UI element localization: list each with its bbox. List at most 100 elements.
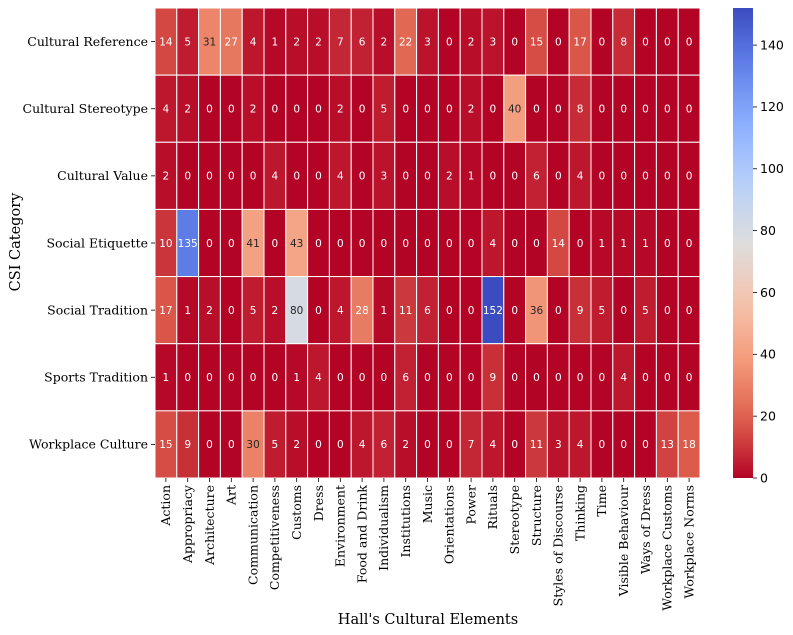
cell-value-label: 41	[246, 238, 259, 250]
cell-value-label: 3	[381, 171, 388, 183]
cell-value-label: 17	[159, 305, 172, 317]
cell-value-label: 0	[446, 36, 453, 48]
cell-value-label: 2	[206, 305, 213, 317]
cell-value-label: 0	[490, 104, 497, 116]
row-labels: Cultural Reference Cultural Stereotype Cul…	[23, 34, 155, 452]
cell-value-label: 0	[293, 171, 300, 183]
cell-value-label: 4	[272, 171, 279, 183]
cell-value-label: 4	[359, 439, 366, 451]
cell-value-label: 3	[424, 36, 431, 48]
cell-value-label: 9	[184, 439, 191, 451]
cell-value-label: 1	[642, 238, 649, 250]
column-label: Communication	[245, 485, 260, 585]
cell-value-label: 0	[184, 171, 191, 183]
cell-value-label: 0	[272, 104, 279, 116]
cell-value-label: 4	[337, 171, 344, 183]
column-label: Environment	[333, 485, 348, 567]
x-axis-title: Hall's Cultural Elements	[338, 612, 518, 628]
cell-value-label: 6	[533, 171, 540, 183]
cell-value-label: 2	[337, 104, 344, 116]
cell-value-label: 11	[399, 305, 412, 317]
cell-value-label: 0	[446, 238, 453, 250]
cell-value-label: 0	[555, 104, 562, 116]
column-label: Music	[420, 485, 435, 523]
cell-value-label: 1	[184, 305, 191, 317]
cell-value-label: 0	[511, 171, 518, 183]
cell-value-label: 8	[577, 104, 584, 116]
cell-value-label: 1	[468, 171, 475, 183]
cell-value-label: 0	[315, 171, 322, 183]
cell-value-label: 0	[293, 104, 300, 116]
cell-value-label: 0	[642, 439, 649, 451]
cell-value-label: 5	[599, 305, 606, 317]
cell-value-label: 0	[555, 171, 562, 183]
cell-value-label: 0	[359, 372, 366, 384]
cell-value-label: 0	[642, 36, 649, 48]
colorbar: 0 20 40 60 80 100 120 140	[733, 8, 784, 485]
cell-value-label: 40	[508, 104, 521, 116]
cell-value-label: 9	[490, 372, 497, 384]
cell-value-label: 0	[511, 439, 518, 451]
cell-value-label: 2	[315, 36, 322, 48]
cell-value-label: 0	[402, 104, 409, 116]
cell-value-label: 0	[511, 238, 518, 250]
cell-value-label: 14	[552, 238, 566, 250]
cell-value-label: 0	[599, 171, 606, 183]
cell-value-label: 0	[381, 238, 388, 250]
row-label: Workplace Culture	[29, 437, 148, 452]
colorbar-tick-label: 100	[760, 161, 784, 176]
cell-value-label: 0	[337, 238, 344, 250]
cell-value-label: 1	[163, 372, 170, 384]
cell-value-label: 0	[228, 104, 235, 116]
cell-value-label: 0	[337, 439, 344, 451]
cell-value-label: 0	[250, 171, 257, 183]
cell-value-label: 0	[424, 238, 431, 250]
cell-value-label: 0	[620, 439, 627, 451]
cell-value-label: 0	[228, 238, 235, 250]
column-label: Workplace Norms	[681, 485, 696, 599]
cell-value-label: 4	[163, 104, 170, 116]
cell-value-label: 0	[272, 238, 279, 250]
cell-value-label: 3	[490, 36, 497, 48]
cell-value-label: 1	[599, 238, 606, 250]
cell-value-label: 0	[424, 439, 431, 451]
column-label: Architecture	[202, 485, 217, 566]
cell-value-label: 2	[250, 104, 257, 116]
cell-value-label: 0	[206, 104, 213, 116]
cell-value-label: 0	[642, 372, 649, 384]
cell-value-label: 5	[184, 36, 191, 48]
cell-value-label: 0	[468, 238, 475, 250]
cell-value-label: 0	[446, 305, 453, 317]
column-label: Competitiveness	[267, 485, 282, 590]
column-label: Styles of Discourse	[551, 485, 566, 606]
column-label: Institutions	[398, 485, 413, 558]
cell-value-label: 0	[620, 171, 627, 183]
heatmap-cells: 14 5 31 27 4 1 2 2 7 6 2 22 3 0 2 3 0 15 0 17 0 8 0 0 04 2 0 0 2 0 0 0 2…	[154, 7, 701, 479]
cell-value-label: 0	[686, 238, 693, 250]
cell-value-label: 0	[511, 36, 518, 48]
cell-value-label: 0	[228, 439, 235, 451]
cell-value-label: 5	[642, 305, 649, 317]
cell-value-label: 17	[573, 36, 586, 48]
cell-value-label: 0	[184, 372, 191, 384]
cell-value-label: 3	[555, 439, 562, 451]
cell-value-label: 15	[159, 439, 172, 451]
cell-value-label: 0	[468, 372, 475, 384]
cell-value-label: 0	[315, 238, 322, 250]
cell-value-label: 0	[381, 372, 388, 384]
column-label: Orientations	[442, 485, 457, 564]
cell-value-label: 4	[337, 305, 344, 317]
cell-value-label: 0	[642, 171, 649, 183]
cell-value-label: 0	[315, 104, 322, 116]
cell-value-label: 2	[468, 36, 475, 48]
column-label: Visible Behaviour	[616, 485, 631, 597]
cell-value-label: 152	[483, 305, 503, 317]
cell-value-label: 18	[682, 439, 695, 451]
column-label: Time	[594, 485, 609, 517]
row-label: Cultural Reference	[27, 34, 148, 49]
cell-value-label: 0	[533, 238, 540, 250]
cell-value-label: 0	[468, 305, 475, 317]
column-label: Action	[158, 485, 173, 527]
cell-value-label: 0	[315, 439, 322, 451]
cell-value-label: 0	[337, 372, 344, 384]
